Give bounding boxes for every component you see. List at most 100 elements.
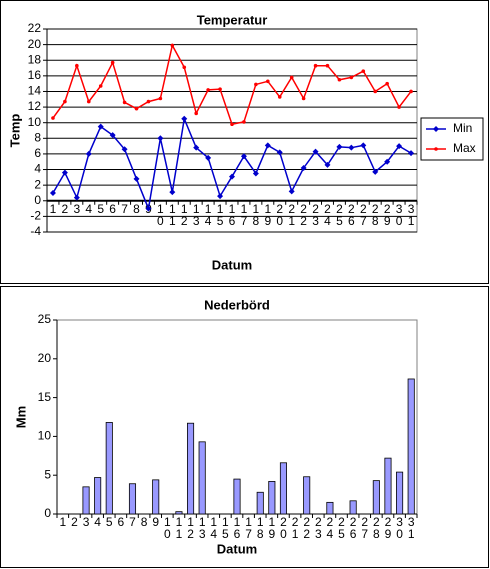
bar [233, 478, 241, 515]
point [276, 149, 283, 156]
y-tick-label: 15 [38, 390, 52, 404]
point [49, 189, 56, 196]
chart-title: Nederbörd [204, 297, 270, 312]
y-tick-label: 10 [38, 429, 52, 443]
legend-label: Min [453, 121, 472, 135]
bar [279, 462, 287, 515]
bar [396, 471, 404, 515]
x-axis-label: Datum [212, 257, 252, 272]
point [145, 205, 152, 212]
point [133, 175, 140, 182]
x-tick-label: 9 [152, 515, 159, 529]
x-tick-label: 2 [71, 515, 78, 529]
point [146, 99, 151, 104]
point [266, 79, 270, 84]
y-tick-label: -4 [30, 224, 41, 238]
point [264, 142, 271, 149]
point [97, 123, 104, 130]
point [336, 143, 343, 150]
point [98, 84, 103, 88]
point [360, 142, 367, 149]
bar [94, 477, 102, 515]
point [385, 81, 389, 86]
point [324, 161, 331, 168]
x-tick-label: 7 [129, 515, 136, 529]
y-tick-label: 16 [28, 68, 42, 82]
x-tick-label: 4 [94, 515, 101, 529]
point [229, 173, 235, 180]
point [170, 43, 175, 48]
point [361, 69, 366, 73]
legend-marker [433, 126, 439, 132]
y-tick-label: 4 [34, 162, 41, 176]
point [75, 63, 79, 68]
point [313, 63, 318, 68]
point [396, 143, 403, 150]
y-tick-label: 20 [38, 351, 52, 365]
y-tick-label: 12 [28, 99, 42, 113]
point [181, 115, 188, 122]
x-tick-label: 3 [73, 202, 80, 216]
point [325, 63, 330, 68]
point [397, 105, 401, 109]
x-tick-label: 2 [62, 202, 69, 216]
point [300, 164, 307, 171]
bar [384, 457, 392, 515]
point [205, 154, 212, 161]
point [277, 95, 282, 99]
point [85, 150, 92, 157]
bar [175, 511, 183, 515]
y-tick-label: 18 [28, 52, 42, 66]
x-tick-label: 6 [109, 202, 116, 216]
point [240, 153, 247, 160]
y-tick-label: 25 [38, 312, 52, 326]
y-tick-label: 6 [34, 146, 41, 160]
bar [326, 501, 334, 515]
point [242, 120, 246, 124]
point [384, 158, 391, 165]
x-tick-label: 8 [141, 515, 148, 529]
bar [187, 422, 195, 515]
point [86, 99, 91, 104]
point [51, 116, 55, 120]
y-tick-label: 22 [28, 21, 42, 35]
y-tick-label: 0 [34, 193, 41, 207]
point [218, 87, 222, 91]
point [337, 77, 342, 82]
point [122, 100, 127, 105]
point [169, 189, 176, 196]
point [289, 75, 294, 80]
point [63, 99, 67, 104]
point [301, 96, 306, 101]
bar [82, 486, 90, 515]
x-tick-label: 8 [133, 202, 140, 216]
y-tick-label: -2 [30, 209, 41, 223]
